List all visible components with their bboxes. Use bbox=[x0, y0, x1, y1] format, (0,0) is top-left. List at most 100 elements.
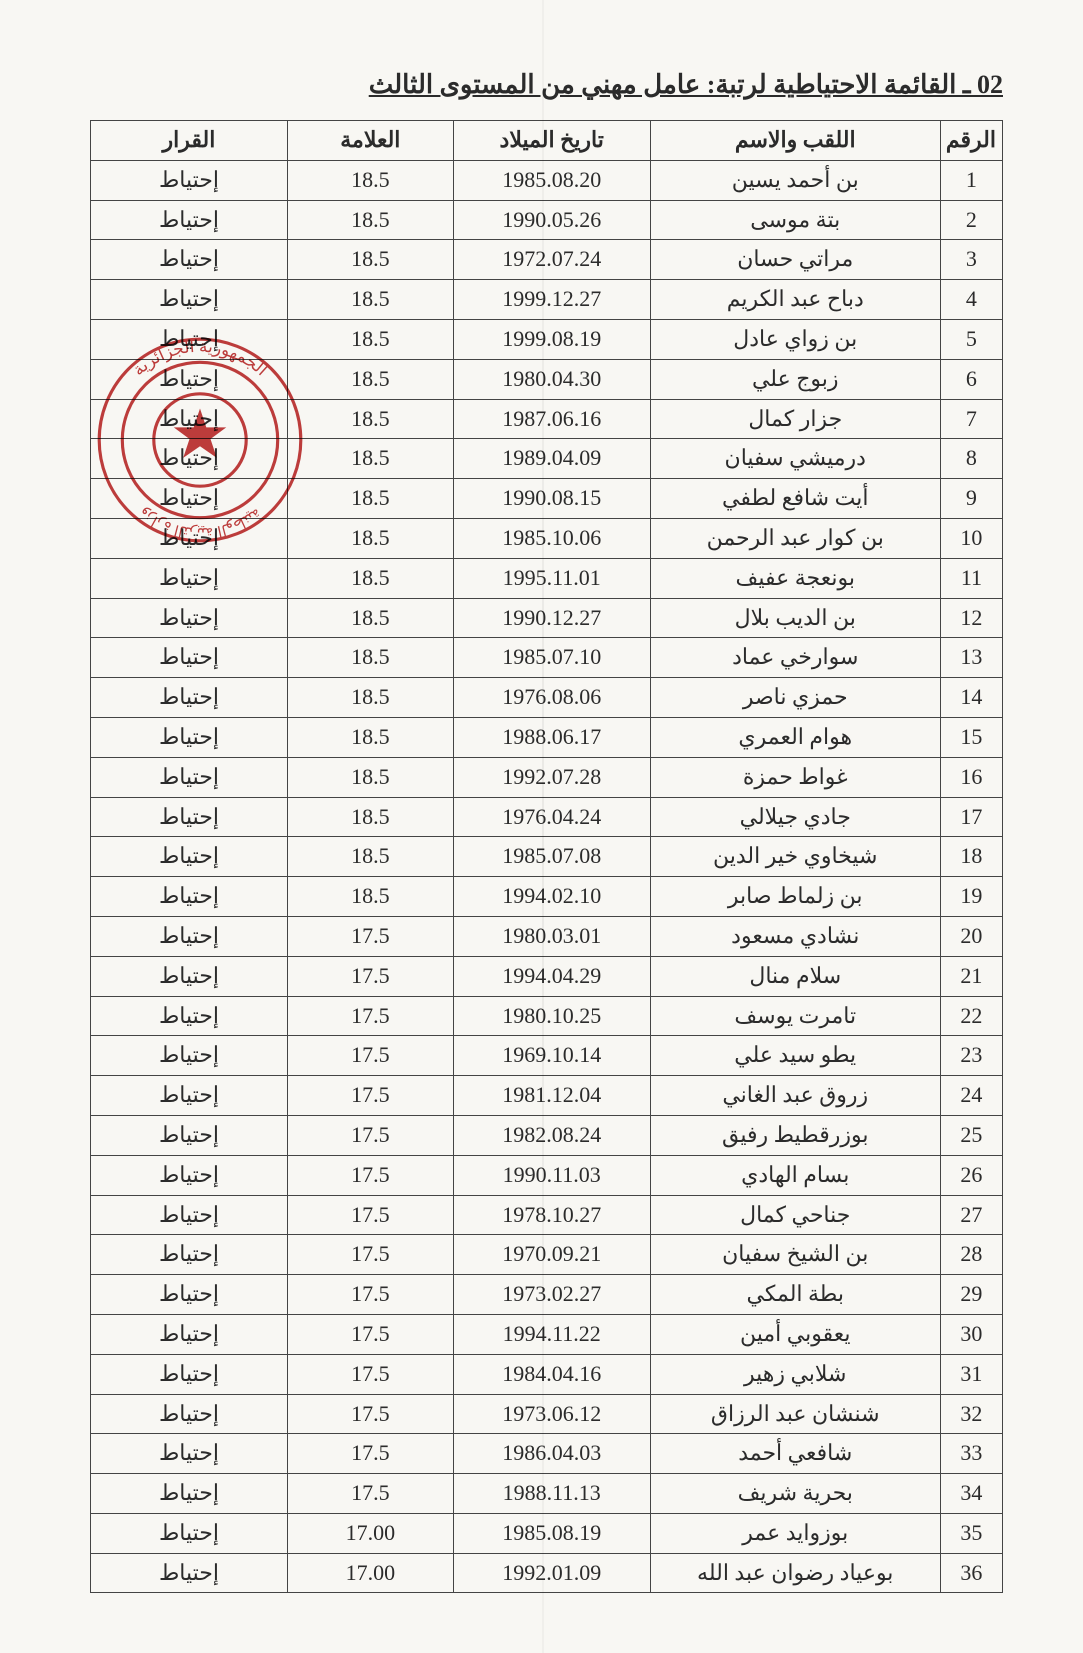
table-row: 6زبوج علي1980.04.3018.5إحتياط bbox=[91, 359, 1003, 399]
num-cell: 20 bbox=[940, 916, 1002, 956]
dob-cell: 1980.04.30 bbox=[453, 359, 650, 399]
mark-cell: 18.5 bbox=[287, 200, 453, 240]
name-cell: أيت شافع لطفي bbox=[650, 479, 940, 519]
dob-cell: 1984.04.16 bbox=[453, 1354, 650, 1394]
num-cell: 36 bbox=[940, 1553, 1002, 1593]
decision-cell: إحتياط bbox=[91, 280, 288, 320]
mark-cell: 17.5 bbox=[287, 916, 453, 956]
decision-cell: إحتياط bbox=[91, 1314, 288, 1354]
dob-cell: 1985.08.19 bbox=[453, 1513, 650, 1553]
num-cell: 24 bbox=[940, 1076, 1002, 1116]
decision-cell: إحتياط bbox=[91, 678, 288, 718]
table-row: 9أيت شافع لطفي1990.08.1518.5إحتياط bbox=[91, 479, 1003, 519]
decision-cell: إحتياط bbox=[91, 1195, 288, 1235]
num-cell: 35 bbox=[940, 1513, 1002, 1553]
num-cell: 13 bbox=[940, 638, 1002, 678]
name-cell: بن الشيخ سفيان bbox=[650, 1235, 940, 1275]
mark-cell: 18.5 bbox=[287, 160, 453, 200]
num-cell: 30 bbox=[940, 1314, 1002, 1354]
dob-cell: 1976.08.06 bbox=[453, 678, 650, 718]
name-cell: بونعجة عفيف bbox=[650, 558, 940, 598]
num-cell: 32 bbox=[940, 1394, 1002, 1434]
mark-cell: 18.5 bbox=[287, 877, 453, 917]
name-cell: بن كوار عبد الرحمن bbox=[650, 518, 940, 558]
decision-cell: إحتياط bbox=[91, 1394, 288, 1434]
decision-cell: إحتياط bbox=[91, 1553, 288, 1593]
num-cell: 10 bbox=[940, 518, 1002, 558]
num-cell: 15 bbox=[940, 717, 1002, 757]
decision-cell: إحتياط bbox=[91, 1354, 288, 1394]
mark-cell: 18.5 bbox=[287, 558, 453, 598]
table-row: 21سلام منال1994.04.2917.5إحتياط bbox=[91, 956, 1003, 996]
name-cell: زبوج علي bbox=[650, 359, 940, 399]
decision-cell: إحتياط bbox=[91, 1513, 288, 1553]
name-cell: جادي جيلالي bbox=[650, 797, 940, 837]
num-cell: 14 bbox=[940, 678, 1002, 718]
decision-cell: إحتياط bbox=[91, 240, 288, 280]
name-cell: نشادي مسعود bbox=[650, 916, 940, 956]
name-cell: يعقوبي أمين bbox=[650, 1314, 940, 1354]
decision-cell: إحتياط bbox=[91, 1036, 288, 1076]
num-cell: 16 bbox=[940, 757, 1002, 797]
num-cell: 5 bbox=[940, 319, 1002, 359]
name-cell: سلام منال bbox=[650, 956, 940, 996]
col-header-num: الرقم bbox=[940, 121, 1002, 161]
dob-cell: 1992.07.28 bbox=[453, 757, 650, 797]
decision-cell: إحتياط bbox=[91, 319, 288, 359]
num-cell: 12 bbox=[940, 598, 1002, 638]
mark-cell: 18.5 bbox=[287, 717, 453, 757]
table-row: 7جزار كمال1987.06.1618.5إحتياط bbox=[91, 399, 1003, 439]
decision-cell: إحتياط bbox=[91, 638, 288, 678]
name-cell: جناحي كمال bbox=[650, 1195, 940, 1235]
num-cell: 23 bbox=[940, 1036, 1002, 1076]
decision-cell: إحتياط bbox=[91, 956, 288, 996]
table-row: 27جناحي كمال1978.10.2717.5إحتياط bbox=[91, 1195, 1003, 1235]
mark-cell: 17.5 bbox=[287, 1314, 453, 1354]
dob-cell: 1999.08.19 bbox=[453, 319, 650, 359]
table-row: 35بوزوايد عمر1985.08.1917.00إحتياط bbox=[91, 1513, 1003, 1553]
decision-cell: إحتياط bbox=[91, 1115, 288, 1155]
table-row: 23يطو سيد علي1969.10.1417.5إحتياط bbox=[91, 1036, 1003, 1076]
col-header-name: اللقب والاسم bbox=[650, 121, 940, 161]
table-body: 1بن أحمد يسين1985.08.2018.5إحتياط2بتة مو… bbox=[91, 160, 1003, 1593]
name-cell: بن زلماط صابر bbox=[650, 877, 940, 917]
table-row: 1بن أحمد يسين1985.08.2018.5إحتياط bbox=[91, 160, 1003, 200]
num-cell: 8 bbox=[940, 439, 1002, 479]
mark-cell: 18.5 bbox=[287, 797, 453, 837]
dob-cell: 1994.02.10 bbox=[453, 877, 650, 917]
decision-cell: إحتياط bbox=[91, 479, 288, 519]
mark-cell: 18.5 bbox=[287, 359, 453, 399]
mark-cell: 17.5 bbox=[287, 956, 453, 996]
name-cell: بسام الهادي bbox=[650, 1155, 940, 1195]
table-row: 34بحرية شريف1988.11.1317.5إحتياط bbox=[91, 1474, 1003, 1514]
dob-cell: 1972.07.24 bbox=[453, 240, 650, 280]
decision-cell: إحتياط bbox=[91, 558, 288, 598]
table-row: 10بن كوار عبد الرحمن1985.10.0618.5إحتياط bbox=[91, 518, 1003, 558]
decision-cell: إحتياط bbox=[91, 916, 288, 956]
mark-cell: 17.5 bbox=[287, 1195, 453, 1235]
mark-cell: 17.5 bbox=[287, 1076, 453, 1116]
decision-cell: إحتياط bbox=[91, 1076, 288, 1116]
mark-cell: 18.5 bbox=[287, 439, 453, 479]
dob-cell: 1970.09.21 bbox=[453, 1235, 650, 1275]
mark-cell: 18.5 bbox=[287, 479, 453, 519]
decision-cell: إحتياط bbox=[91, 1155, 288, 1195]
mark-cell: 17.5 bbox=[287, 1394, 453, 1434]
table-row: 32شنشان عبد الرزاق1973.06.1217.5إحتياط bbox=[91, 1394, 1003, 1434]
num-cell: 7 bbox=[940, 399, 1002, 439]
dob-cell: 1985.08.20 bbox=[453, 160, 650, 200]
mark-cell: 17.5 bbox=[287, 1155, 453, 1195]
mark-cell: 18.5 bbox=[287, 518, 453, 558]
dob-cell: 1992.01.09 bbox=[453, 1553, 650, 1593]
reserve-list-table: الرقم اللقب والاسم تاريخ الميلاد العلامة… bbox=[90, 120, 1003, 1593]
name-cell: هوام العمري bbox=[650, 717, 940, 757]
name-cell: شلابي زهير bbox=[650, 1354, 940, 1394]
name-cell: شيخاوي خير الدين bbox=[650, 837, 940, 877]
decision-cell: إحتياط bbox=[91, 717, 288, 757]
mark-cell: 18.5 bbox=[287, 638, 453, 678]
table-row: 8درميشي سفيان1989.04.0918.5إحتياط bbox=[91, 439, 1003, 479]
decision-cell: إحتياط bbox=[91, 996, 288, 1036]
name-cell: جزار كمال bbox=[650, 399, 940, 439]
table-row: 2بتة موسى1990.05.2618.5إحتياط bbox=[91, 200, 1003, 240]
table-row: 14حمزي ناصر1976.08.0618.5إحتياط bbox=[91, 678, 1003, 718]
